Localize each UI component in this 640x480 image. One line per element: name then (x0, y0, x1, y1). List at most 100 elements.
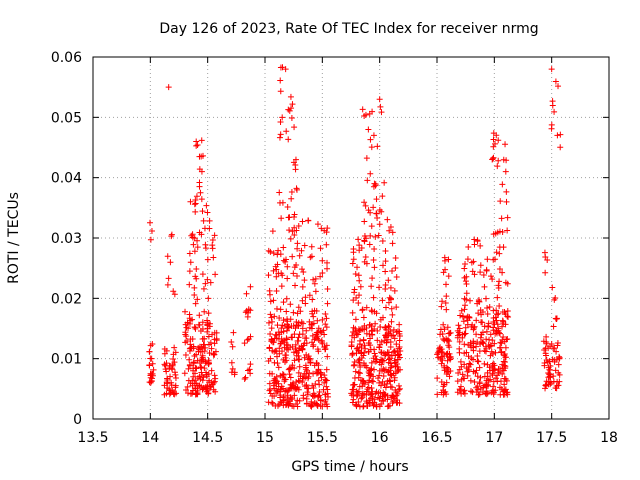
data-point (480, 384, 487, 391)
data-point (193, 266, 200, 273)
data-point (268, 314, 275, 321)
data-point (378, 356, 385, 363)
data-point (172, 374, 179, 381)
data-point (267, 311, 274, 318)
data-point (360, 378, 367, 385)
data-point (280, 299, 287, 306)
data-point (325, 393, 332, 400)
y-axis-label: ROTI / TECUs (6, 192, 22, 284)
data-point (388, 305, 395, 312)
data-point (462, 324, 469, 331)
data-point (478, 331, 485, 338)
data-point (369, 308, 376, 315)
data-point (275, 380, 282, 387)
data-point (287, 400, 294, 407)
data-point (278, 283, 285, 290)
data-point (487, 273, 494, 280)
data-point (458, 363, 465, 370)
data-point (496, 244, 503, 251)
data-point (361, 322, 368, 329)
data-point (542, 350, 549, 357)
data-point (439, 298, 446, 305)
data-point (194, 382, 201, 389)
data-point (148, 377, 155, 384)
data-point (314, 329, 321, 336)
data-point (390, 326, 397, 333)
data-point (289, 381, 296, 388)
data-point (197, 363, 204, 370)
data-point (168, 379, 175, 386)
data-point (500, 388, 507, 395)
data-point (354, 264, 361, 271)
data-point (247, 333, 254, 340)
data-point (438, 379, 445, 386)
data-point (440, 335, 447, 342)
data-point (277, 131, 284, 138)
data-point (296, 252, 303, 259)
data-point (188, 344, 195, 351)
data-point (497, 378, 504, 385)
data-point (379, 237, 386, 244)
data-point (278, 215, 285, 222)
data-point (306, 318, 313, 325)
data-point (502, 376, 509, 383)
data-point (477, 262, 484, 269)
data-point (301, 277, 308, 284)
data-point (186, 268, 193, 275)
data-point (247, 283, 254, 290)
data-point (391, 374, 398, 381)
y-tick-label: 0.01 (51, 352, 82, 368)
data-point (315, 325, 322, 332)
data-point (355, 299, 362, 306)
data-point (492, 349, 499, 356)
data-point (350, 362, 357, 369)
data-point (277, 251, 284, 258)
data-point (213, 329, 220, 336)
data-point (283, 336, 290, 343)
data-point (198, 369, 205, 376)
data-point (285, 214, 292, 221)
data-point (353, 330, 360, 337)
data-point (476, 391, 483, 398)
data-point (289, 228, 296, 235)
data-point (543, 333, 550, 340)
data-point (477, 340, 484, 347)
data-point (205, 390, 212, 397)
data-point (351, 361, 358, 368)
data-point (467, 342, 474, 349)
data-point (182, 308, 189, 315)
data-point (373, 403, 380, 410)
data-point (287, 365, 294, 372)
data-point (365, 348, 372, 355)
data-point (270, 250, 277, 257)
data-point (204, 276, 211, 283)
data-point (312, 275, 319, 282)
data-point (385, 277, 392, 284)
data-point (202, 344, 209, 351)
data-point (394, 348, 401, 355)
data-point (497, 198, 504, 205)
data-point (459, 312, 466, 319)
data-point (455, 322, 462, 329)
data-point (498, 349, 505, 356)
data-point (489, 155, 496, 162)
data-point (295, 353, 302, 360)
data-point (371, 396, 378, 403)
data-point (296, 356, 303, 363)
data-point (194, 244, 201, 251)
data-point (273, 305, 280, 312)
data-point (349, 386, 356, 393)
data-point (382, 352, 389, 359)
data-point (456, 349, 463, 356)
data-point (164, 375, 171, 382)
data-point (371, 350, 378, 357)
data-point (368, 384, 375, 391)
data-point (359, 306, 366, 313)
data-point (462, 330, 469, 337)
data-point (281, 358, 288, 365)
data-point (546, 373, 553, 380)
data-point (198, 196, 205, 203)
data-point (229, 365, 236, 372)
data-point (389, 400, 396, 407)
x-tick-label: 14.5 (192, 430, 223, 446)
